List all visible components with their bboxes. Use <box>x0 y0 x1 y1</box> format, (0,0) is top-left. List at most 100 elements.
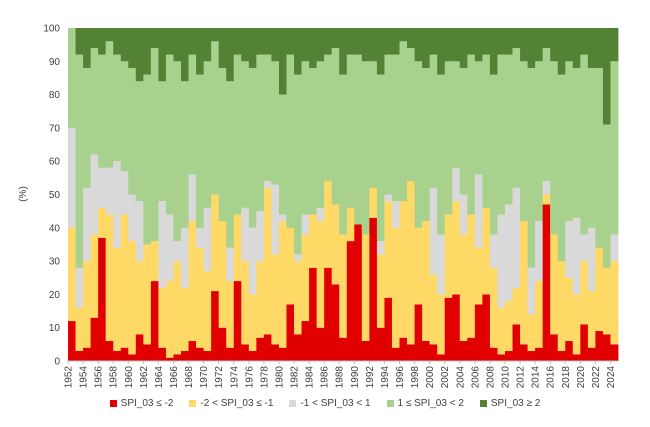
band-dry <box>263 187 272 335</box>
band-near-normal <box>565 221 574 278</box>
band-extreme-dry <box>376 327 385 361</box>
band-wet <box>301 61 310 215</box>
band-wet <box>143 74 152 245</box>
band-wet <box>211 41 220 195</box>
legend-label: -1 < SPI_03 < 1 <box>300 398 371 409</box>
band-wet <box>128 67 137 195</box>
band-near-normal <box>580 234 589 262</box>
band-extreme-wet <box>203 28 212 62</box>
band-near-normal <box>135 201 144 262</box>
x-tick-label: 1970 <box>199 366 210 389</box>
band-extreme-dry <box>346 241 355 361</box>
band-extreme-wet <box>354 28 363 55</box>
band-wet <box>565 61 574 222</box>
legend-swatch <box>479 400 487 407</box>
band-extreme-wet <box>429 28 438 55</box>
y-axis-title: (%) <box>18 186 29 202</box>
band-wet <box>113 54 122 162</box>
band-extreme-wet <box>165 28 174 55</box>
band-extreme-dry <box>218 327 227 361</box>
band-extreme-dry <box>128 354 137 361</box>
band-near-normal <box>113 161 122 248</box>
band-near-normal <box>278 214 287 222</box>
band-dry <box>248 294 257 352</box>
band-extreme-dry <box>512 324 521 361</box>
band-dry <box>105 214 114 342</box>
band-extreme-dry <box>339 337 348 361</box>
band-wet <box>105 41 114 168</box>
band-wet <box>324 54 333 182</box>
band-wet <box>414 61 423 228</box>
band-extreme-wet <box>271 28 280 62</box>
band-extreme-wet <box>83 28 92 68</box>
band-near-normal <box>301 214 310 235</box>
band-dry <box>407 167 415 345</box>
band-wet <box>98 54 107 168</box>
band-extreme-dry <box>602 334 611 361</box>
band-extreme-dry <box>233 281 242 361</box>
band-dry <box>565 277 574 342</box>
x-tick-label: 1962 <box>139 366 150 389</box>
band-wet <box>256 54 265 212</box>
band-extreme-wet <box>520 28 528 62</box>
band-extreme-wet <box>572 28 581 68</box>
band-near-normal <box>120 171 129 215</box>
band-wet <box>550 61 559 235</box>
band-dry <box>557 254 566 352</box>
band-dry <box>256 261 265 338</box>
band-extreme-dry <box>248 351 257 361</box>
band-extreme-wet <box>294 28 302 75</box>
band-dry <box>452 201 461 295</box>
band-dry <box>188 221 197 342</box>
band-extreme-wet <box>550 28 559 62</box>
x-axis: 1952 1954 1956 1958 1960 1962 1964 1966 1968 1970… <box>64 361 617 388</box>
band-dry <box>580 261 589 325</box>
y-tick-label: 0 <box>54 357 60 368</box>
band-near-normal <box>165 214 174 282</box>
y-tick-label: 10 <box>49 323 61 334</box>
band-extreme-wet <box>527 28 536 68</box>
band-extreme-wet <box>105 28 114 42</box>
band-extreme-dry <box>437 354 446 361</box>
band-extreme-dry <box>90 317 99 361</box>
band-extreme-dry <box>181 351 189 361</box>
band-extreme-dry <box>535 347 544 361</box>
band-extreme-dry <box>263 334 272 361</box>
band-wet <box>459 67 468 195</box>
band-wet <box>135 81 144 202</box>
band-extreme-dry <box>422 341 431 361</box>
band-extreme-dry <box>113 351 122 361</box>
band-dry <box>414 187 423 305</box>
band-extreme-dry <box>587 347 596 361</box>
band-extreme-dry <box>527 351 536 361</box>
x-tick-label: 1958 <box>109 366 120 389</box>
band-extreme-dry <box>452 294 461 361</box>
band-extreme-wet <box>565 28 574 62</box>
band-extreme-dry <box>595 331 604 361</box>
band-extreme-dry <box>278 347 287 361</box>
band-extreme-wet <box>504 28 513 55</box>
legend-item: -2 < SPI_03 ≤ -1 <box>189 398 273 409</box>
band-near-normal <box>452 167 461 202</box>
band-extreme-dry <box>369 217 378 361</box>
band-extreme-wet <box>587 28 596 68</box>
band-extreme-wet <box>474 28 483 62</box>
band-near-normal <box>391 201 400 228</box>
band-extreme-dry <box>286 304 295 361</box>
x-tick-label: 2012 <box>516 366 527 389</box>
band-extreme-dry <box>165 357 174 361</box>
band-extreme-dry <box>474 304 483 361</box>
band-extreme-wet <box>535 28 544 62</box>
band-wet <box>467 54 476 215</box>
band-extreme-wet <box>399 28 408 42</box>
y-tick-label: 90 <box>49 57 61 68</box>
x-tick-label: 2014 <box>531 366 542 389</box>
band-dry <box>128 241 137 355</box>
band-dry <box>512 287 521 325</box>
band-wet <box>595 67 604 248</box>
band-extreme-dry <box>158 347 167 361</box>
y-tick-label: 70 <box>49 123 61 134</box>
band-dry <box>520 207 528 345</box>
legend-swatch <box>189 400 197 407</box>
